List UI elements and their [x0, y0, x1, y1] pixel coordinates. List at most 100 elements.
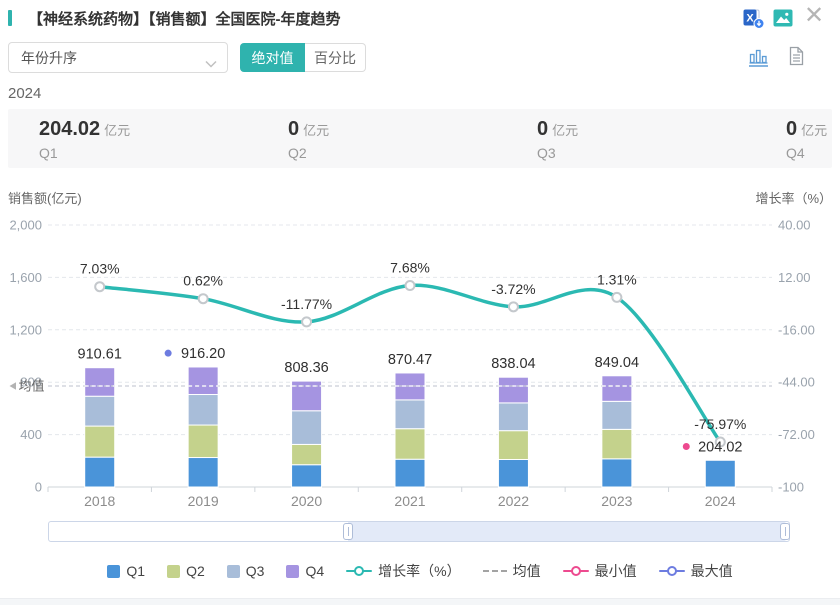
left-axis-tick: 1,600	[9, 270, 42, 285]
summary-q3: 0 亿元 Q3	[537, 118, 578, 161]
right-axis-tick: 12.00	[778, 270, 811, 285]
x-category-2023[interactable]: 2023	[601, 493, 632, 509]
legend-swatch-icon	[226, 564, 240, 578]
mean-line-label: 均值	[19, 379, 45, 394]
sort-order-dropdown[interactable]: 年份升序	[8, 42, 228, 73]
close-icon[interactable]: ✕	[804, 2, 825, 29]
bar-2019-Q1[interactable]	[187, 457, 219, 488]
percentage-toggle[interactable]: 百分比	[305, 43, 366, 72]
left-axis-tick: 400	[20, 427, 42, 442]
summary-q1-unit: 亿元	[104, 123, 131, 138]
bar-2023-Q4[interactable]	[601, 375, 633, 402]
growth-label-2020: -11.77%	[281, 296, 332, 312]
summary-q3-label: Q3	[537, 145, 556, 161]
summary-q4-label: Q4	[786, 145, 805, 161]
x-category-2024[interactable]: 2024	[705, 493, 736, 509]
growth-label-2023: 1.31%	[597, 271, 637, 287]
title-accent-bar	[8, 10, 12, 26]
legend-item-[interactable]: 均值	[482, 561, 541, 581]
growth-point-2023[interactable]	[611, 291, 623, 303]
total-label-2019: 916.20	[181, 346, 225, 362]
growth-label-2019: 0.62%	[183, 273, 223, 289]
bar-2023-Q1[interactable]	[601, 458, 633, 488]
absolute-value-toggle[interactable]: 绝对值	[240, 43, 305, 72]
growth-point-2019[interactable]	[197, 293, 209, 305]
x-category-2018[interactable]: 2018	[84, 493, 115, 509]
bar-2021-Q2[interactable]	[394, 428, 426, 460]
growth-label-2024: -75.97%	[694, 416, 746, 432]
export-image-icon[interactable]	[773, 9, 793, 32]
left-axis-tick: 1,200	[9, 322, 42, 337]
page-title: 【神经系统药物】【销售额】全国医院-年度趋势	[28, 11, 341, 28]
datazoom-left-handle[interactable]	[343, 523, 353, 540]
bar-2018-Q2[interactable]	[84, 425, 116, 458]
right-axis-tick: -100	[778, 480, 804, 495]
bar-2020-Q1[interactable]	[291, 464, 323, 488]
summary-q1-label: Q1	[39, 145, 58, 161]
left-axis-tick: 0	[35, 480, 42, 495]
growth-point-2020[interactable]	[301, 316, 313, 328]
growth-point-2022[interactable]	[507, 301, 519, 313]
legend-swatch-icon	[167, 564, 181, 578]
legend-label: 最大值	[690, 563, 733, 579]
bar-2020-Q3[interactable]	[291, 410, 323, 445]
right-axis-tick: -72.00	[778, 427, 815, 442]
growth-point-2021[interactable]	[404, 279, 416, 291]
bar-2019-Q4[interactable]	[187, 366, 219, 396]
legend-dashed-icon	[482, 570, 507, 572]
left-axis-tick: 2,000	[9, 218, 42, 233]
bar-2018-Q1[interactable]	[84, 456, 116, 488]
datazoom-right-handle[interactable]	[780, 523, 790, 540]
x-category-2019[interactable]: 2019	[188, 493, 219, 509]
bar-2022-Q3[interactable]	[497, 402, 529, 432]
svg-text:X: X	[746, 13, 754, 25]
bar-2018-Q4[interactable]	[84, 367, 116, 397]
export-excel-icon[interactable]: X	[743, 8, 765, 34]
growth-label-2018: 7.03%	[80, 261, 120, 277]
summary-q2-value: 0	[288, 118, 300, 140]
x-category-2020[interactable]: 2020	[291, 493, 322, 509]
bar-2022-Q1[interactable]	[497, 458, 529, 488]
legend-item-q1[interactable]: Q1	[107, 563, 145, 579]
bar-2023-Q2[interactable]	[601, 428, 633, 460]
legend-line-marker-icon	[346, 565, 373, 577]
bar-2018-Q3[interactable]	[84, 395, 116, 427]
min-value-dot	[682, 442, 690, 450]
datazoom-selected-range[interactable]	[348, 522, 786, 541]
legend-item-q3[interactable]: Q3	[226, 563, 264, 579]
left-axis-tick: 800	[20, 375, 42, 390]
bar-2019-Q3[interactable]	[187, 394, 219, 426]
x-category-2021[interactable]: 2021	[394, 493, 425, 509]
total-label-2018: 910.61	[78, 347, 122, 363]
chart-legend: Q1 Q2 Q3 Q4 增长率（%） 均值 最小值 最大值	[0, 561, 840, 581]
bar-2021-Q1[interactable]	[394, 458, 426, 488]
legend-item-q4[interactable]: Q4	[286, 563, 324, 579]
growth-point-2024[interactable]	[714, 436, 726, 448]
right-axis-title: 增长率（%）	[755, 191, 832, 206]
bar-2021-Q3[interactable]	[394, 399, 426, 430]
bar-2023-Q3[interactable]	[601, 400, 633, 430]
legend-line-marker-icon	[562, 565, 589, 577]
summary-q1-value: 204.02	[39, 118, 101, 140]
legend-item-[interactable]: 最小值	[562, 561, 637, 581]
report-view-icon[interactable]	[787, 46, 805, 71]
datazoom-slider-track[interactable]	[48, 521, 790, 542]
x-category-2022[interactable]: 2022	[498, 493, 529, 509]
legend-item-[interactable]: 最大值	[658, 561, 733, 581]
summary-q4-value: 0	[786, 118, 798, 140]
bar-2022-Q4[interactable]	[497, 376, 529, 404]
bar-chart-view-icon[interactable]	[748, 46, 769, 72]
quarter-summary-bar: 204.02 亿元 Q1 0 亿元 Q2 0 亿元 Q3 0 亿元 Q4	[8, 109, 832, 168]
summary-q4-unit: 亿元	[801, 123, 828, 138]
legend-item-[interactable]: 增长率（%）	[346, 561, 461, 581]
legend-swatch-icon	[286, 564, 300, 578]
growth-point-2018[interactable]	[94, 281, 106, 293]
bar-2024-Q1[interactable]	[704, 459, 736, 488]
bar-2022-Q2[interactable]	[497, 430, 529, 460]
bar-2020-Q2[interactable]	[291, 443, 323, 466]
legend-item-q2[interactable]: Q2	[167, 563, 205, 579]
summary-q2-label: Q2	[288, 145, 307, 161]
bar-2019-Q2[interactable]	[187, 424, 219, 459]
summary-q3-value: 0	[537, 118, 549, 140]
